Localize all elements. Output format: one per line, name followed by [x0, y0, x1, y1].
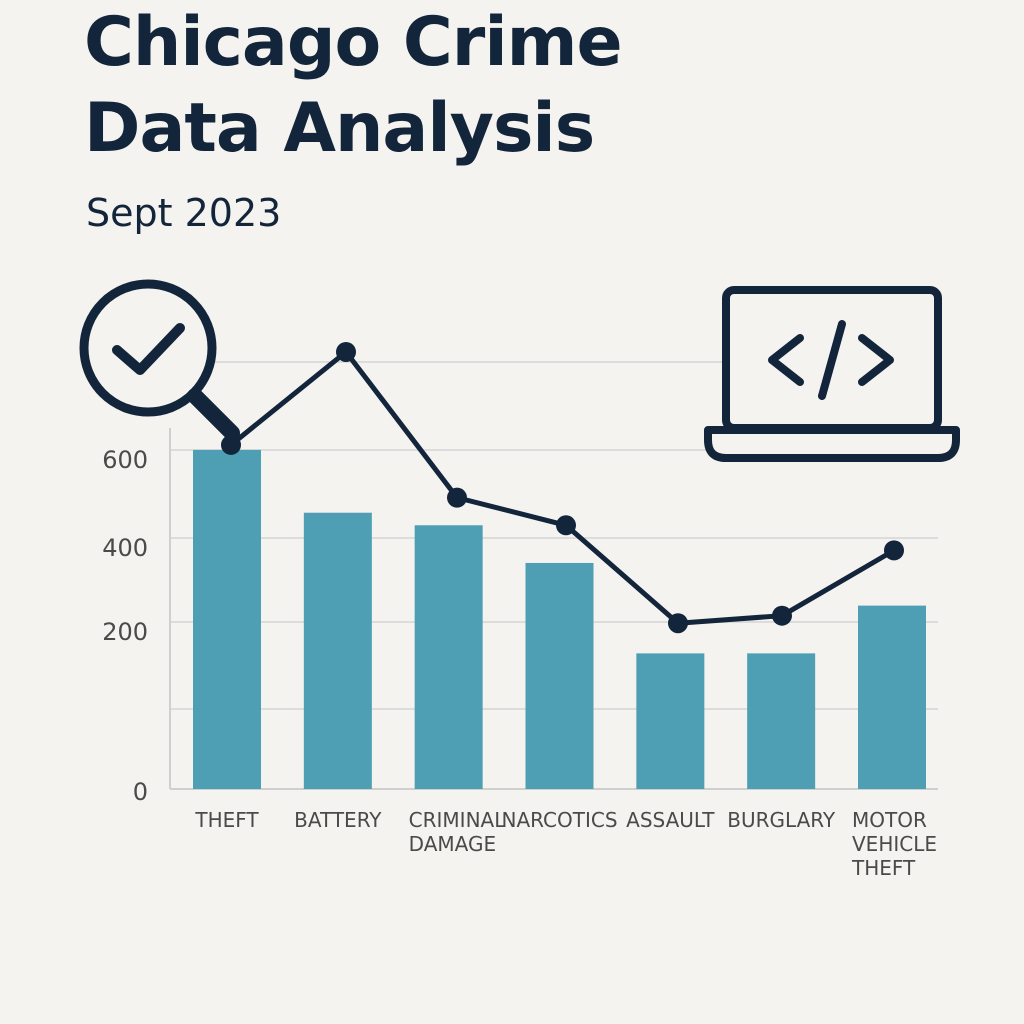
- title-line-1: Chicago Crime: [84, 3, 623, 82]
- x-tick-label-line: VEHICLE: [852, 832, 937, 856]
- x-tick-label-line: ASSAULT: [626, 808, 715, 832]
- page-subtitle: Sept 2023: [86, 191, 282, 235]
- x-tick-label-line: MOTOR: [852, 808, 927, 832]
- bar: [636, 653, 705, 789]
- bar: [303, 512, 372, 789]
- line-point: [556, 515, 576, 536]
- x-tick-label: ASSAULT: [626, 808, 715, 832]
- line-point: [772, 605, 792, 626]
- x-tick-label-line: CRIMINAL: [409, 808, 507, 832]
- x-tick-label-line: THEFT: [194, 808, 259, 832]
- x-tick-label: BATTERY: [294, 808, 382, 832]
- magnifier-check-icon: [79, 279, 240, 441]
- x-tick-label: BURGLARY: [727, 808, 836, 832]
- x-tick-label-line: BURGLARY: [727, 808, 836, 832]
- y-axis-ticks: 600 400 200 0: [102, 446, 148, 806]
- line-point: [447, 487, 467, 508]
- line-point: [336, 341, 356, 362]
- y-tick-label: 200: [102, 618, 148, 646]
- bar: [525, 562, 594, 789]
- page-title: Chicago Crime Data Analysis: [84, 0, 984, 172]
- bar: [747, 653, 816, 789]
- laptop-code-icon: [704, 286, 960, 462]
- bar: [858, 605, 926, 789]
- line-point: [668, 613, 688, 634]
- x-tick-label-line: DAMAGE: [409, 832, 496, 856]
- bar: [414, 525, 483, 789]
- x-tick-label-line: THEFT: [851, 856, 916, 880]
- x-tick-label: NARCOTICS: [501, 808, 617, 832]
- x-tick-label: THEFT: [194, 808, 259, 832]
- y-tick-label: 600: [102, 446, 148, 474]
- line-series: [221, 341, 904, 634]
- bar-series: [193, 449, 926, 789]
- title-line-2: Data Analysis: [84, 89, 595, 168]
- bar: [193, 449, 261, 789]
- y-tick-label: 400: [102, 534, 148, 562]
- line-point: [884, 540, 904, 561]
- x-tick-label-line: NARCOTICS: [501, 808, 617, 832]
- y-tick-label: 0: [133, 778, 148, 806]
- x-tick-label-line: BATTERY: [294, 808, 382, 832]
